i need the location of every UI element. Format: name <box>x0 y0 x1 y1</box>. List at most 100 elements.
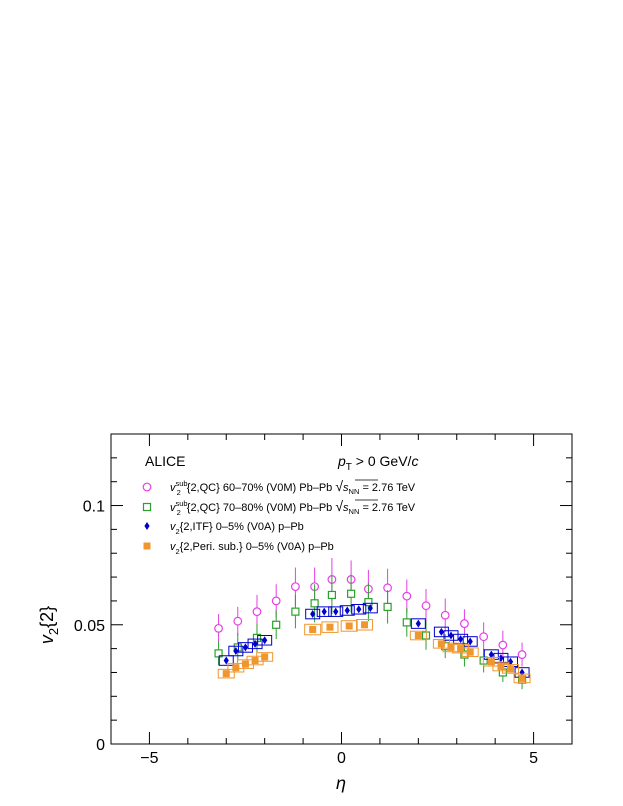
legend-label-series-1: vsub 2 {2,QC} 60–70% (V0M) Pb–Pb √sNN = 2.… <box>170 478 416 497</box>
data-point <box>438 627 444 636</box>
experiment-label: ALICE <box>145 453 185 469</box>
data-point <box>457 635 464 644</box>
data-point <box>232 664 240 672</box>
syst-box <box>246 655 264 666</box>
syst-box <box>218 655 234 666</box>
syst-box <box>513 673 531 684</box>
data-point <box>271 596 281 606</box>
syst-box <box>493 652 509 664</box>
y-tick-label: 0 <box>96 737 105 754</box>
syst-box <box>339 605 355 616</box>
syst-box <box>247 638 263 650</box>
data-point <box>222 670 230 678</box>
data-point <box>233 616 243 626</box>
axes: −5 0 5 0 0.05 0.1 <box>74 433 573 767</box>
data-point <box>479 632 489 642</box>
data-point <box>421 601 431 611</box>
data-point <box>498 640 508 650</box>
syst-box <box>443 630 459 641</box>
data-point <box>437 640 445 648</box>
syst-box <box>433 626 449 638</box>
data-point <box>402 591 412 601</box>
data-point <box>252 633 262 642</box>
series-4 <box>217 619 531 684</box>
legend-marker-open-square <box>142 502 152 512</box>
syst-box <box>351 604 367 615</box>
syst-box <box>305 608 321 620</box>
data-point <box>361 621 369 629</box>
y-axis-label: v2{2} <box>37 606 61 644</box>
data-point <box>333 607 339 616</box>
data-point <box>261 653 269 661</box>
legend-marker-filled-diamond <box>144 522 150 530</box>
data-point <box>488 650 494 659</box>
series-3 <box>218 602 530 678</box>
data-point <box>457 645 465 653</box>
data-point <box>272 620 281 629</box>
data-point <box>262 636 268 645</box>
syst-box <box>432 639 450 649</box>
sqrt-sign: √ <box>335 498 343 514</box>
data-point <box>214 649 223 658</box>
data-point <box>223 656 229 665</box>
syst-box <box>340 620 358 632</box>
syst-box <box>409 630 427 641</box>
data-point <box>517 650 527 659</box>
data-point <box>460 619 469 628</box>
syst-box <box>316 606 332 617</box>
data-point <box>344 606 350 615</box>
data-point <box>252 607 262 617</box>
data-point <box>241 660 249 668</box>
y-tick-label: 0.05 <box>74 618 105 635</box>
data-point <box>242 643 249 652</box>
data-point <box>310 599 319 608</box>
data-point <box>367 604 373 613</box>
legend-entry-series-3: v2{2,ITF} 0–5% (V0A) p–Pb <box>144 521 304 536</box>
syst-box <box>237 642 253 653</box>
legend-label-series-3: v2{2,ITF} 0–5% (V0A) p–Pb <box>170 521 304 536</box>
syst-box <box>410 618 426 629</box>
data-point <box>356 605 362 614</box>
data-point <box>214 623 223 633</box>
syst-box <box>452 643 470 654</box>
data-point <box>252 639 258 648</box>
data-point <box>466 648 474 656</box>
y-tick-label: 0.1 <box>83 499 105 516</box>
syst-box <box>217 668 235 679</box>
data-point <box>383 602 392 611</box>
syst-box <box>304 623 322 636</box>
data-point <box>507 665 515 673</box>
data-point <box>327 590 336 600</box>
syst-box <box>257 635 273 646</box>
data-point <box>291 582 300 592</box>
data-point <box>321 607 327 616</box>
data-marks <box>214 558 531 690</box>
data-point <box>309 626 317 634</box>
sqrt-sign: √ <box>335 478 343 494</box>
syst-box <box>321 621 339 633</box>
x-tick-label: −5 <box>140 750 158 767</box>
data-point <box>402 618 411 627</box>
syst-box <box>256 652 274 662</box>
data-point <box>326 623 334 631</box>
legend-marker-filled-square <box>143 542 151 550</box>
legend-label-series-4: v2{2,Peri. sub.} 0–5% (V0A) p–Pb <box>170 541 334 556</box>
legend-label-series-2: vsub 2 {2,QC} 70–80% (V0M) Pb–Pb √sNN = 2.… <box>170 498 416 517</box>
data-point <box>498 654 504 663</box>
x-axis-label: η <box>336 773 346 793</box>
syst-box <box>362 602 378 614</box>
x-tick-label: 5 <box>529 750 538 767</box>
data-point <box>364 598 373 607</box>
syst-box <box>236 659 254 669</box>
pt-cut-label: pT > 0 GeV/c <box>337 453 418 473</box>
x-tick-label: 0 <box>337 750 346 767</box>
data-point <box>233 647 239 655</box>
syst-box <box>328 606 344 617</box>
legend-entry-series-1: vsub 2 {2,QC} 60–70% (V0M) Pb–Pb √sNN = 2.… <box>142 478 416 497</box>
data-point <box>448 631 454 640</box>
data-point <box>414 632 422 639</box>
data-point <box>487 658 495 666</box>
data-point <box>447 643 455 651</box>
legend: vsub 2 {2,QC} 60–70% (V0M) Pb–Pb √sNN = 2.… <box>142 478 416 556</box>
data-point <box>310 610 316 619</box>
